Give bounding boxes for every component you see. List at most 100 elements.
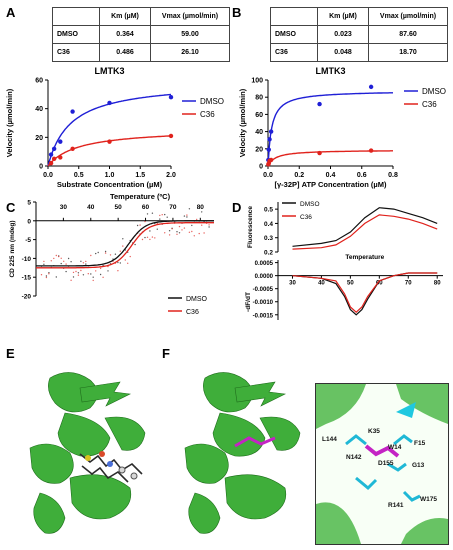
x-tick-label: 70 [405,281,412,287]
data-point [85,260,87,263]
data-point [168,95,174,100]
data-point [85,263,87,265]
fit-curve [36,222,214,269]
chart-title: LMTK3 [95,66,125,76]
data-point [107,265,109,268]
data-point [114,253,117,255]
data-point [208,224,210,226]
data-point [146,236,149,238]
data-point [146,213,149,215]
panel-letter-d: D [232,200,242,215]
fit-curve [47,93,172,167]
x-tick-label: 0.6 [357,172,367,179]
data-point [193,235,195,237]
data-point [43,263,45,265]
data-point [80,260,82,262]
x-tick-label: 1.5 [135,172,145,179]
data-point [122,238,124,240]
data-point [317,101,322,107]
data-point [109,254,112,256]
y-tick-label: 0.0005 [255,261,274,267]
legend-label: C36 [300,214,312,221]
data-point [186,216,188,218]
data-point [60,257,62,259]
data-point [92,276,94,278]
x-tick-label: 70 [169,204,177,211]
data-point [183,227,186,229]
data-point [198,232,200,235]
data-point [107,270,109,272]
data-point [97,251,99,254]
kinetics-table-a: Km (µM) Vmax (µmol/min) DMSO 0.364 59.00… [52,7,230,62]
x-tick-label: 60 [376,281,383,287]
residue-label: F15 [414,440,426,447]
x-axis-label: Temperature [345,254,384,261]
data-point [92,279,94,282]
residue-label: D155 [378,460,394,467]
data-point [141,238,144,241]
data-point [161,214,163,216]
data-point [267,137,272,142]
x-tick-label: 50 [347,281,354,287]
data-point [124,259,127,261]
data-point [99,273,102,276]
legend-label: C36 [200,110,215,119]
residue-label: G13 [412,462,425,469]
legend-label: DMSO [186,296,208,303]
data-point [75,270,77,273]
table-cell: 26.10 [150,43,230,62]
x-tick-label: 0.0 [43,172,53,179]
data-point [45,276,48,279]
data-point [191,224,193,227]
chart-title: LMTK3 [316,66,346,76]
y-tick-label: 100 [251,78,263,85]
data-point [87,273,90,275]
protein-structure-f [184,372,301,534]
data-point [136,224,139,227]
data-point [48,160,54,166]
data-point [176,233,178,235]
table-cell: 0.486 [99,43,151,62]
data-point [188,231,191,233]
x-tick-label: 60 [142,204,150,211]
data-point [63,260,65,262]
x-tick-label: 0.2 [294,172,304,179]
data-point [102,276,104,278]
data-point [43,260,45,263]
y-axis-label: CD 225 nm (mdeg) [9,220,16,277]
data-point [164,213,166,216]
residue-label: N142 [346,454,362,461]
data-point [99,267,102,270]
series-line [292,272,438,314]
panel-letter-f: F [162,346,170,361]
data-point [156,228,158,230]
y-tick-label: -0.0005 [253,287,274,293]
x-tick-label: 50 [115,204,123,211]
data-point [53,257,55,260]
residue-label: W175 [420,496,437,503]
x-tick-label: 80 [434,281,441,287]
data-point [40,274,43,276]
legend-label: C36 [422,100,437,109]
data-point [104,250,107,253]
data-point [70,109,75,114]
y-tick-label: -10 [22,256,32,263]
series-line [292,214,438,250]
y-tick-label: 60 [35,78,43,85]
data-point [70,279,72,281]
x-tick-label: 2.0 [166,172,176,179]
data-point [90,254,92,257]
panel-letter-c: C [6,200,16,215]
y-tick-label: 0 [27,218,31,225]
data-point [191,230,193,233]
protein-structure-e [29,372,146,534]
y-tick-label: 0.4 [264,221,273,228]
table-row: C36 0.048 18.70 [270,43,448,62]
data-point [58,255,60,258]
data-point [171,228,173,230]
data-point [178,232,181,234]
data-point [80,269,82,272]
x-tick-label: 0.8 [388,172,398,179]
data-point [201,211,203,213]
